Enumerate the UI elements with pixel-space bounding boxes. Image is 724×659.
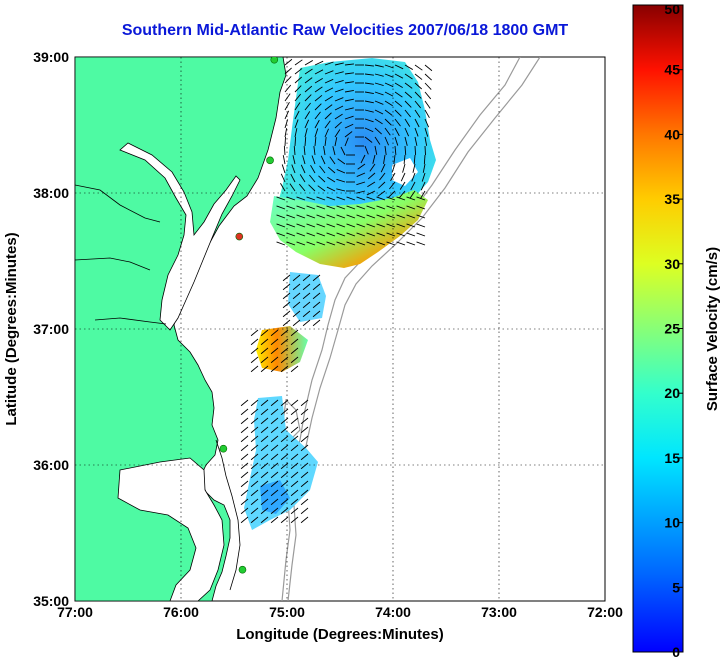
x-tick-labels: 77:00 76:00 75:00 74:00 73:00 72:00 [57, 604, 623, 620]
y-tick-label: 38:00 [33, 185, 69, 201]
station-marker [219, 444, 228, 453]
y-tick-label: 36:00 [33, 457, 69, 473]
station-marker [238, 565, 247, 574]
station-markers [219, 57, 279, 574]
x-axis-label: Longitude (Degrees:Minutes) [236, 626, 444, 643]
colorbar-tick-label: 0 [672, 644, 680, 659]
y-tick-labels: 39:00 38:00 37:00 36:00 35:00 [33, 49, 69, 609]
x-tick-label: 76:00 [163, 604, 199, 620]
velocity-field-south [244, 396, 318, 530]
colorbar-tick-label: 30 [664, 256, 680, 272]
y-tick-label: 35:00 [33, 593, 69, 609]
tidal-river [75, 184, 167, 325]
colorbar-tick-label: 45 [664, 62, 680, 78]
colorbar-tick-label: 15 [664, 450, 680, 466]
pamlico-sound [117, 457, 225, 601]
x-tick-label: 73:00 [481, 604, 517, 620]
colorbar-tick-label: 35 [664, 191, 680, 207]
colorbar-tick-label: 20 [664, 385, 680, 401]
x-tick-label: 77:00 [57, 604, 93, 620]
colorbar-tick-label: 25 [664, 321, 680, 337]
x-tick-label: 74:00 [375, 604, 411, 620]
velocity-field-north [270, 58, 436, 268]
velocity-vectors [240, 58, 433, 524]
x-tick-label: 75:00 [269, 604, 305, 620]
colorbar-tick-label: 40 [664, 126, 680, 142]
colorbar-label: Surface Velocity (cm/s) [704, 247, 721, 411]
station-marker [235, 232, 244, 241]
y-tick-label: 37:00 [33, 321, 69, 337]
y-tick-label: 39:00 [33, 49, 69, 65]
colorbar [632, 4, 684, 653]
colorbar-tick-label: 10 [664, 515, 680, 531]
colorbar-tick-label: 5 [672, 579, 680, 595]
chesapeake-bay [119, 142, 241, 331]
station-marker [270, 57, 279, 64]
colorbar-tick-label: 50 [664, 1, 680, 17]
x-tick-label: 72:00 [587, 604, 623, 620]
figure-title: Southern Mid-Atlantic Raw Velocities 200… [121, 22, 569, 39]
velocity-field-middle [256, 272, 326, 372]
station-marker [266, 156, 274, 165]
grid-lines [75, 57, 605, 601]
barrier-islands [215, 439, 241, 591]
y-axis-label: Latitude (Degrees:Minutes) [3, 232, 20, 425]
